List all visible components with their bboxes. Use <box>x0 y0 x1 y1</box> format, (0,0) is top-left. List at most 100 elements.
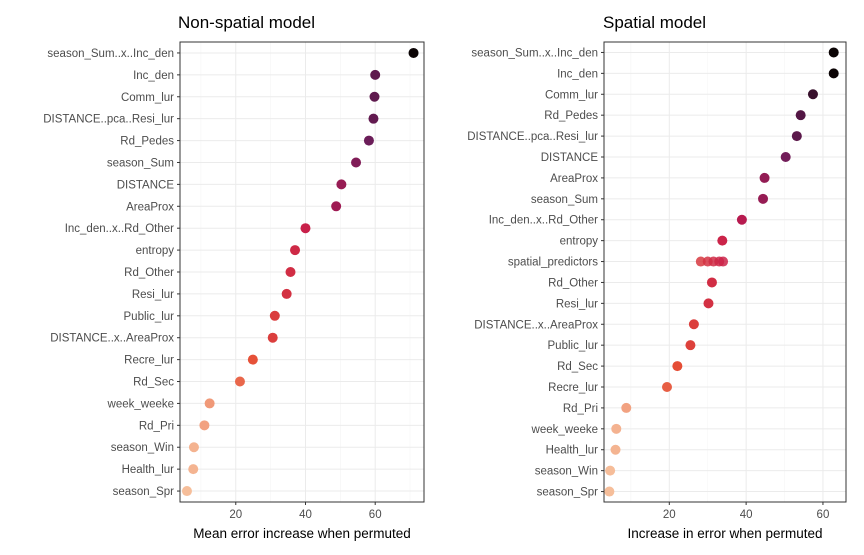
x-tick-label: 40 <box>299 509 312 521</box>
point-distance-x-areaprox <box>688 319 699 330</box>
point-season-win <box>188 442 199 453</box>
x-tick-label: 40 <box>740 509 753 521</box>
point-inc-den <box>828 68 839 79</box>
point-season-sum-x-inc-den <box>408 47 419 58</box>
y-tick-label-season-sum-x-inc-den: season_Sum..x..Inc_den <box>47 48 174 60</box>
y-tick-label-season-sum: season_Sum <box>531 194 598 206</box>
x-tick-label: 20 <box>229 509 242 521</box>
x-tick-label: 60 <box>369 509 382 521</box>
point-public-lur <box>685 340 696 351</box>
point-entropy <box>717 235 728 246</box>
y-tick-label-recre-lur: Recre_lur <box>548 382 598 394</box>
y-tick-label-areaprox: AreaProx <box>550 173 598 185</box>
non-spatial-panel: Non-spatial model season_Sum..x..Inc_den I… <box>43 13 425 541</box>
point-distance-pca-resi-lur <box>368 113 379 124</box>
point-areaprox <box>331 201 342 212</box>
y-tick-label-rd-pedes: Rd_Pedes <box>544 110 598 122</box>
point-resi-lur <box>281 288 292 299</box>
y-tick-label-areaprox: AreaProx <box>126 201 174 213</box>
point-distance <box>336 179 347 190</box>
point-season-sum <box>758 193 769 204</box>
y-tick-label-season-spr: season_Spr <box>113 486 175 498</box>
y-tick-label-season-spr: season_Spr <box>537 487 599 499</box>
y-tick-label-health-lur: Health_lur <box>546 445 599 457</box>
point-rd-sec <box>234 376 245 387</box>
point-season-sum <box>351 157 362 168</box>
point-inc-den <box>370 69 381 80</box>
y-tick-label-distance-pca-resi-lur: DISTANCE..pca..Resi_lur <box>43 114 174 126</box>
y-tick-label-comm-lur: Comm_lur <box>121 92 174 104</box>
point-recre-lur <box>247 354 258 365</box>
y-tick-label-spatial-predictors: spatial_predictors <box>508 257 598 269</box>
point-inc-den-x-rd-other <box>736 214 747 225</box>
point-health-lur <box>610 444 621 455</box>
point-comm-lur <box>369 91 380 102</box>
y-tick-label-inc-den-x-rd-other: Inc_den..x..Rd_Other <box>489 215 598 227</box>
y-tick-label-rd-other: Rd_Other <box>548 277 598 289</box>
panel-border <box>603 41 847 503</box>
point-season-spr <box>181 486 192 497</box>
x-tick-label: 60 <box>817 509 830 521</box>
spatial-panel: Spatial model season_Sum..x..Inc_den Inc_d… <box>467 13 847 541</box>
y-tick-label-distance: DISTANCE <box>117 179 175 191</box>
y-tick-label-rd-sec: Rd_Sec <box>557 361 598 373</box>
y-tick-label-rd-sec: Rd_Sec <box>133 377 174 389</box>
y-tick-label-week-weeke: week_weeke <box>531 424 598 436</box>
point-distance <box>780 152 791 162</box>
y-tick-label-comm-lur: Comm_lur <box>545 89 598 101</box>
point-rd-pri <box>199 420 210 431</box>
point-resi-lur <box>703 298 714 309</box>
y-tick-label-distance-pca-resi-lur: DISTANCE..pca..Resi_lur <box>467 131 598 143</box>
y-tick-label-season-win: season_Win <box>111 442 174 454</box>
y-tick-label-distance-x-areaprox: DISTANCE..x..AreaProx <box>50 333 174 345</box>
point-inc-den-x-rd-other <box>300 223 311 234</box>
y-tick-label-resi-lur: Resi_lur <box>556 298 598 310</box>
point-rd-other <box>706 277 717 288</box>
y-tick-label-entropy: entropy <box>560 236 599 248</box>
y-tick-label-entropy: entropy <box>136 245 175 257</box>
point-week-weeke <box>204 398 215 409</box>
y-tick-label-distance: DISTANCE <box>541 152 599 164</box>
y-tick-label-season-sum-x-inc-den: season_Sum..x..Inc_den <box>471 47 598 59</box>
point-public-lur <box>269 310 280 321</box>
y-tick-label-resi-lur: Resi_lur <box>132 289 174 301</box>
point-health-lur <box>188 464 199 475</box>
y-tick-label-recre-lur: Recre_lur <box>124 355 174 367</box>
x-axis-title: Mean error increase when permuted <box>193 526 411 541</box>
chart-title: Non-spatial model <box>178 13 315 32</box>
y-tick-label-inc-den: Inc_den <box>557 68 598 80</box>
y-tick-label-public-lur: Public_lur <box>548 340 599 352</box>
point-recre-lur <box>661 382 672 392</box>
y-tick-label-rd-other: Rd_Other <box>124 267 174 279</box>
y-tick-label-rd-pedes: Rd_Pedes <box>120 136 174 148</box>
point-spatial-predictors-1 <box>695 256 706 267</box>
point-week-weeke <box>611 423 622 434</box>
chart-title: Spatial model <box>603 13 706 32</box>
point-distance-x-areaprox <box>267 332 278 343</box>
point-season-sum-x-inc-den <box>828 47 839 58</box>
x-tick-label: 20 <box>663 509 676 521</box>
y-tick-label-rd-pri: Rd_Pri <box>139 420 174 432</box>
point-distance-pca-resi-lur <box>791 131 802 142</box>
point-entropy <box>290 245 301 256</box>
y-tick-label-inc-den: Inc_den <box>133 70 174 82</box>
point-rd-pedes <box>363 135 374 146</box>
y-tick-label-season-win: season_Win <box>535 466 598 478</box>
y-tick-label-distance-x-areaprox: DISTANCE..x..AreaProx <box>474 319 598 331</box>
point-rd-pedes <box>795 110 806 121</box>
point-rd-other <box>285 267 296 277</box>
point-rd-pri <box>621 402 632 413</box>
x-axis-title: Increase in error when permuted <box>627 526 822 541</box>
point-spatial-predictors-5 <box>718 256 729 267</box>
point-season-win <box>605 465 616 476</box>
y-tick-label-week-weeke: week_weeke <box>107 398 174 410</box>
y-tick-label-inc-den-x-rd-other: Inc_den..x..Rd_Other <box>65 223 174 235</box>
point-season-spr <box>604 486 615 497</box>
y-tick-label-season-sum: season_Sum <box>107 157 174 169</box>
y-tick-label-public-lur: Public_lur <box>124 311 175 323</box>
y-tick-label-rd-pri: Rd_Pri <box>563 403 598 415</box>
point-areaprox <box>759 172 770 183</box>
point-rd-sec <box>672 361 683 372</box>
y-tick-label-health-lur: Health_lur <box>122 464 175 476</box>
